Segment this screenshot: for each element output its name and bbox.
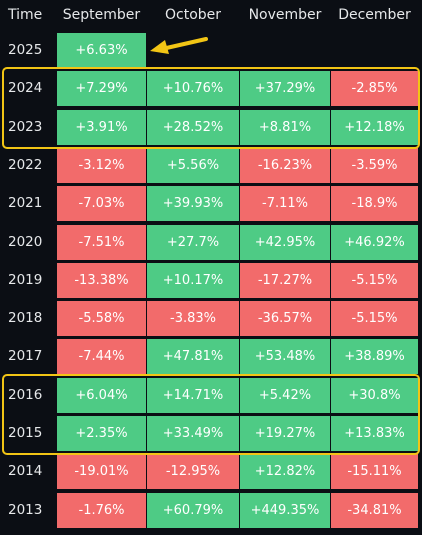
cell-2015-november: +19.27% — [240, 416, 330, 451]
cell-2023-september: +3.91% — [57, 109, 146, 145]
cell-2019-october: +10.17% — [147, 262, 239, 298]
cell-2016-december: +30.8% — [331, 377, 418, 413]
column-header-december: December — [338, 7, 411, 23]
row-label-2013: 2013 — [8, 501, 43, 518]
column-header-september: September — [62, 7, 141, 23]
cell-2015-december: +13.83% — [331, 416, 418, 451]
cell-2014-september: -19.01% — [57, 454, 146, 490]
cell-2015-october: +33.49% — [147, 416, 239, 451]
cell-2022-october: +5.56% — [147, 147, 239, 183]
cell-2016-october: +14.71% — [147, 377, 239, 413]
row-label-2019: 2019 — [8, 271, 43, 288]
cell-2017-november: +53.48% — [240, 339, 330, 375]
cell-2014-october: -12.95% — [147, 454, 239, 490]
row-label-2022: 2022 — [8, 156, 43, 173]
cell-2024-september: +7.29% — [57, 71, 146, 107]
cell-2024-november: +37.29% — [240, 71, 330, 107]
row-label-2024: 2024 — [8, 80, 43, 97]
cell-2021-october: +39.93% — [147, 186, 239, 222]
arrow-head — [150, 40, 169, 54]
cell-2021-november: -7.11% — [240, 186, 330, 222]
cell-2013-december: -34.81% — [331, 492, 418, 528]
cell-2024-october: +10.76% — [147, 71, 239, 107]
arrow-icon — [150, 37, 208, 54]
corner-label: Time — [8, 7, 43, 23]
row-label-2025: 2025 — [8, 42, 43, 58]
row-label-2023: 2023 — [8, 118, 43, 135]
cell-2023-november: +8.81% — [240, 109, 330, 145]
cell-2023-december: +12.18% — [331, 109, 418, 145]
cell-2017-december: +38.89% — [331, 339, 418, 375]
cell-2025-september: +6.63% — [57, 33, 146, 68]
cell-2019-december: -5.15% — [331, 262, 418, 298]
cell-2022-september: -3.12% — [57, 147, 146, 183]
cell-2021-september: -7.03% — [57, 186, 146, 222]
row-label-2021: 2021 — [8, 195, 43, 212]
cell-2023-october: +28.52% — [147, 109, 239, 145]
cell-2013-october: +60.79% — [147, 492, 239, 528]
cell-2024-december: -2.85% — [331, 71, 418, 107]
cell-2017-september: -7.44% — [57, 339, 146, 375]
cell-2016-november: +5.42% — [240, 377, 330, 413]
row-label-2015: 2015 — [8, 425, 43, 441]
cell-2017-october: +47.81% — [147, 339, 239, 375]
arrow-shaft — [160, 37, 208, 51]
cell-2018-november: -36.57% — [240, 301, 330, 337]
cell-2022-december: -3.59% — [331, 147, 418, 183]
cell-2014-november: +12.82% — [240, 454, 330, 490]
cell-2020-november: +42.95% — [240, 224, 330, 260]
cell-2016-september: +6.04% — [57, 377, 146, 413]
row-label-2014: 2014 — [8, 463, 43, 480]
cell-2020-september: -7.51% — [57, 224, 146, 260]
cell-2020-december: +46.92% — [331, 224, 418, 260]
cell-2021-december: -18.9% — [331, 186, 418, 222]
column-header-november: November — [248, 7, 322, 23]
cell-2022-november: -16.23% — [240, 147, 330, 183]
row-label-2020: 2020 — [8, 233, 43, 250]
cell-2018-december: -5.15% — [331, 301, 418, 337]
cell-2013-november: +449.35% — [240, 492, 330, 528]
cell-2015-september: +2.35% — [57, 416, 146, 451]
cell-2019-september: -13.38% — [57, 262, 146, 298]
cell-2013-september: -1.76% — [57, 492, 146, 528]
row-label-2017: 2017 — [8, 348, 43, 365]
cell-2014-december: -15.11% — [331, 454, 418, 490]
cell-2018-october: -3.83% — [147, 301, 239, 337]
column-header-october: October — [164, 7, 222, 23]
cell-2018-september: -5.58% — [57, 301, 146, 337]
cell-2019-november: -17.27% — [240, 262, 330, 298]
row-label-2016: 2016 — [8, 386, 43, 403]
cell-2020-october: +27.7% — [147, 224, 239, 260]
row-label-2018: 2018 — [8, 310, 43, 327]
